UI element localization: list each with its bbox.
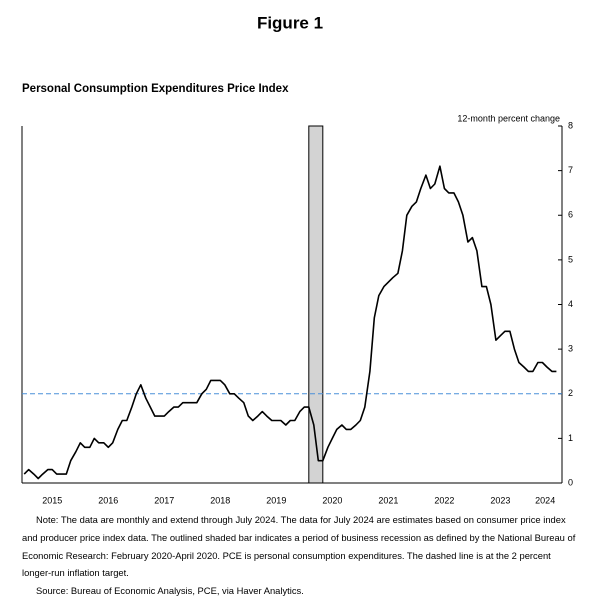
y-tick-label: 5 <box>568 254 573 264</box>
data-line <box>23 165 557 480</box>
y-tick-label: 4 <box>568 299 573 309</box>
x-tick-label: 2016 <box>98 495 118 505</box>
y-tick-label: 7 <box>568 165 573 175</box>
figure-title: Figure 1 <box>257 13 323 32</box>
chart-title: Personal Consumption Expenditures Price … <box>22 83 289 95</box>
x-tick-label: 2022 <box>434 495 454 505</box>
x-tick-label: 2017 <box>154 495 174 505</box>
x-tick-label: 2024 <box>535 495 555 505</box>
x-tick-label: 2021 <box>378 495 398 505</box>
source: Source: Bureau of Economic Analysis, PCE… <box>36 585 304 596</box>
x-tick-label: 2023 <box>490 495 510 505</box>
y-tick-label: 8 <box>568 120 573 130</box>
y-axis-label: 12-month percent change <box>457 113 560 123</box>
x-tick-label: 2015 <box>42 495 62 505</box>
y-tick-label: 1 <box>568 433 573 443</box>
x-tick-label: 2020 <box>322 495 342 505</box>
y-tick-label: 0 <box>568 477 573 487</box>
y-tick-label: 6 <box>568 210 573 220</box>
notes: Note: The data are monthly and extend th… <box>22 514 576 579</box>
x-tick-label: 2018 <box>210 495 230 505</box>
y-tick-label: 2 <box>568 388 573 398</box>
y-tick-label: 3 <box>568 344 573 354</box>
x-tick-label: 2019 <box>266 495 286 505</box>
recession-bar <box>308 125 324 484</box>
chart: Figure 1 Personal Consumption Expenditur… <box>21 13 573 505</box>
